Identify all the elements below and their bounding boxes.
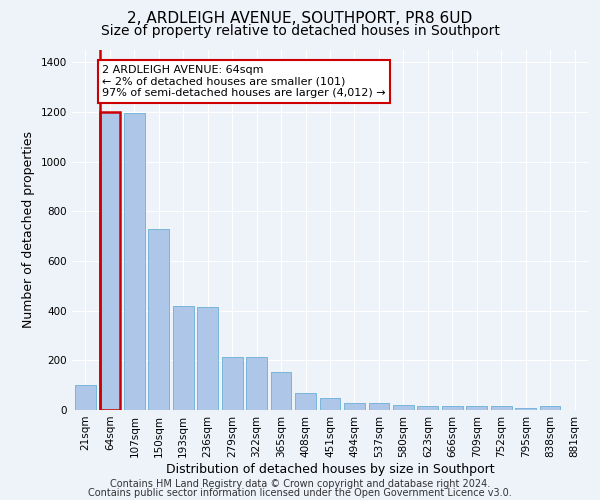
Text: Contains public sector information licensed under the Open Government Licence v3: Contains public sector information licen… (88, 488, 512, 498)
Y-axis label: Number of detached properties: Number of detached properties (22, 132, 35, 328)
Bar (124, 114, 145, 410)
Bar (393, 405, 414, 410)
Bar (515, 408, 536, 410)
Bar (491, 406, 512, 410)
Bar (197, 307, 218, 410)
Text: Size of property relative to detached houses in Southport: Size of property relative to detached ho… (101, 24, 499, 38)
Bar (148, 229, 169, 410)
Bar (344, 402, 365, 410)
Text: 2, ARDLEIGH AVENUE, SOUTHPORT, PR8 6UD: 2, ARDLEIGH AVENUE, SOUTHPORT, PR8 6UD (127, 11, 473, 26)
Text: 2 ARDLEIGH AVENUE: 64sqm
← 2% of detached houses are smaller (101)
97% of semi-d: 2 ARDLEIGH AVENUE: 64sqm ← 2% of detache… (102, 65, 386, 98)
Bar (442, 406, 463, 410)
X-axis label: Distribution of detached houses by size in Southport: Distribution of detached houses by size … (166, 462, 494, 475)
Bar (271, 372, 292, 410)
Bar (222, 356, 242, 410)
Bar (75, 385, 96, 410)
Bar (418, 406, 438, 410)
Text: Contains HM Land Registry data © Crown copyright and database right 2024.: Contains HM Land Registry data © Crown c… (110, 479, 490, 489)
Bar (173, 306, 194, 410)
Bar (466, 406, 487, 410)
Bar (246, 356, 267, 410)
Bar (320, 398, 340, 410)
Bar (368, 402, 389, 410)
Bar (540, 406, 560, 410)
Bar (100, 112, 120, 410)
Bar (295, 392, 316, 410)
